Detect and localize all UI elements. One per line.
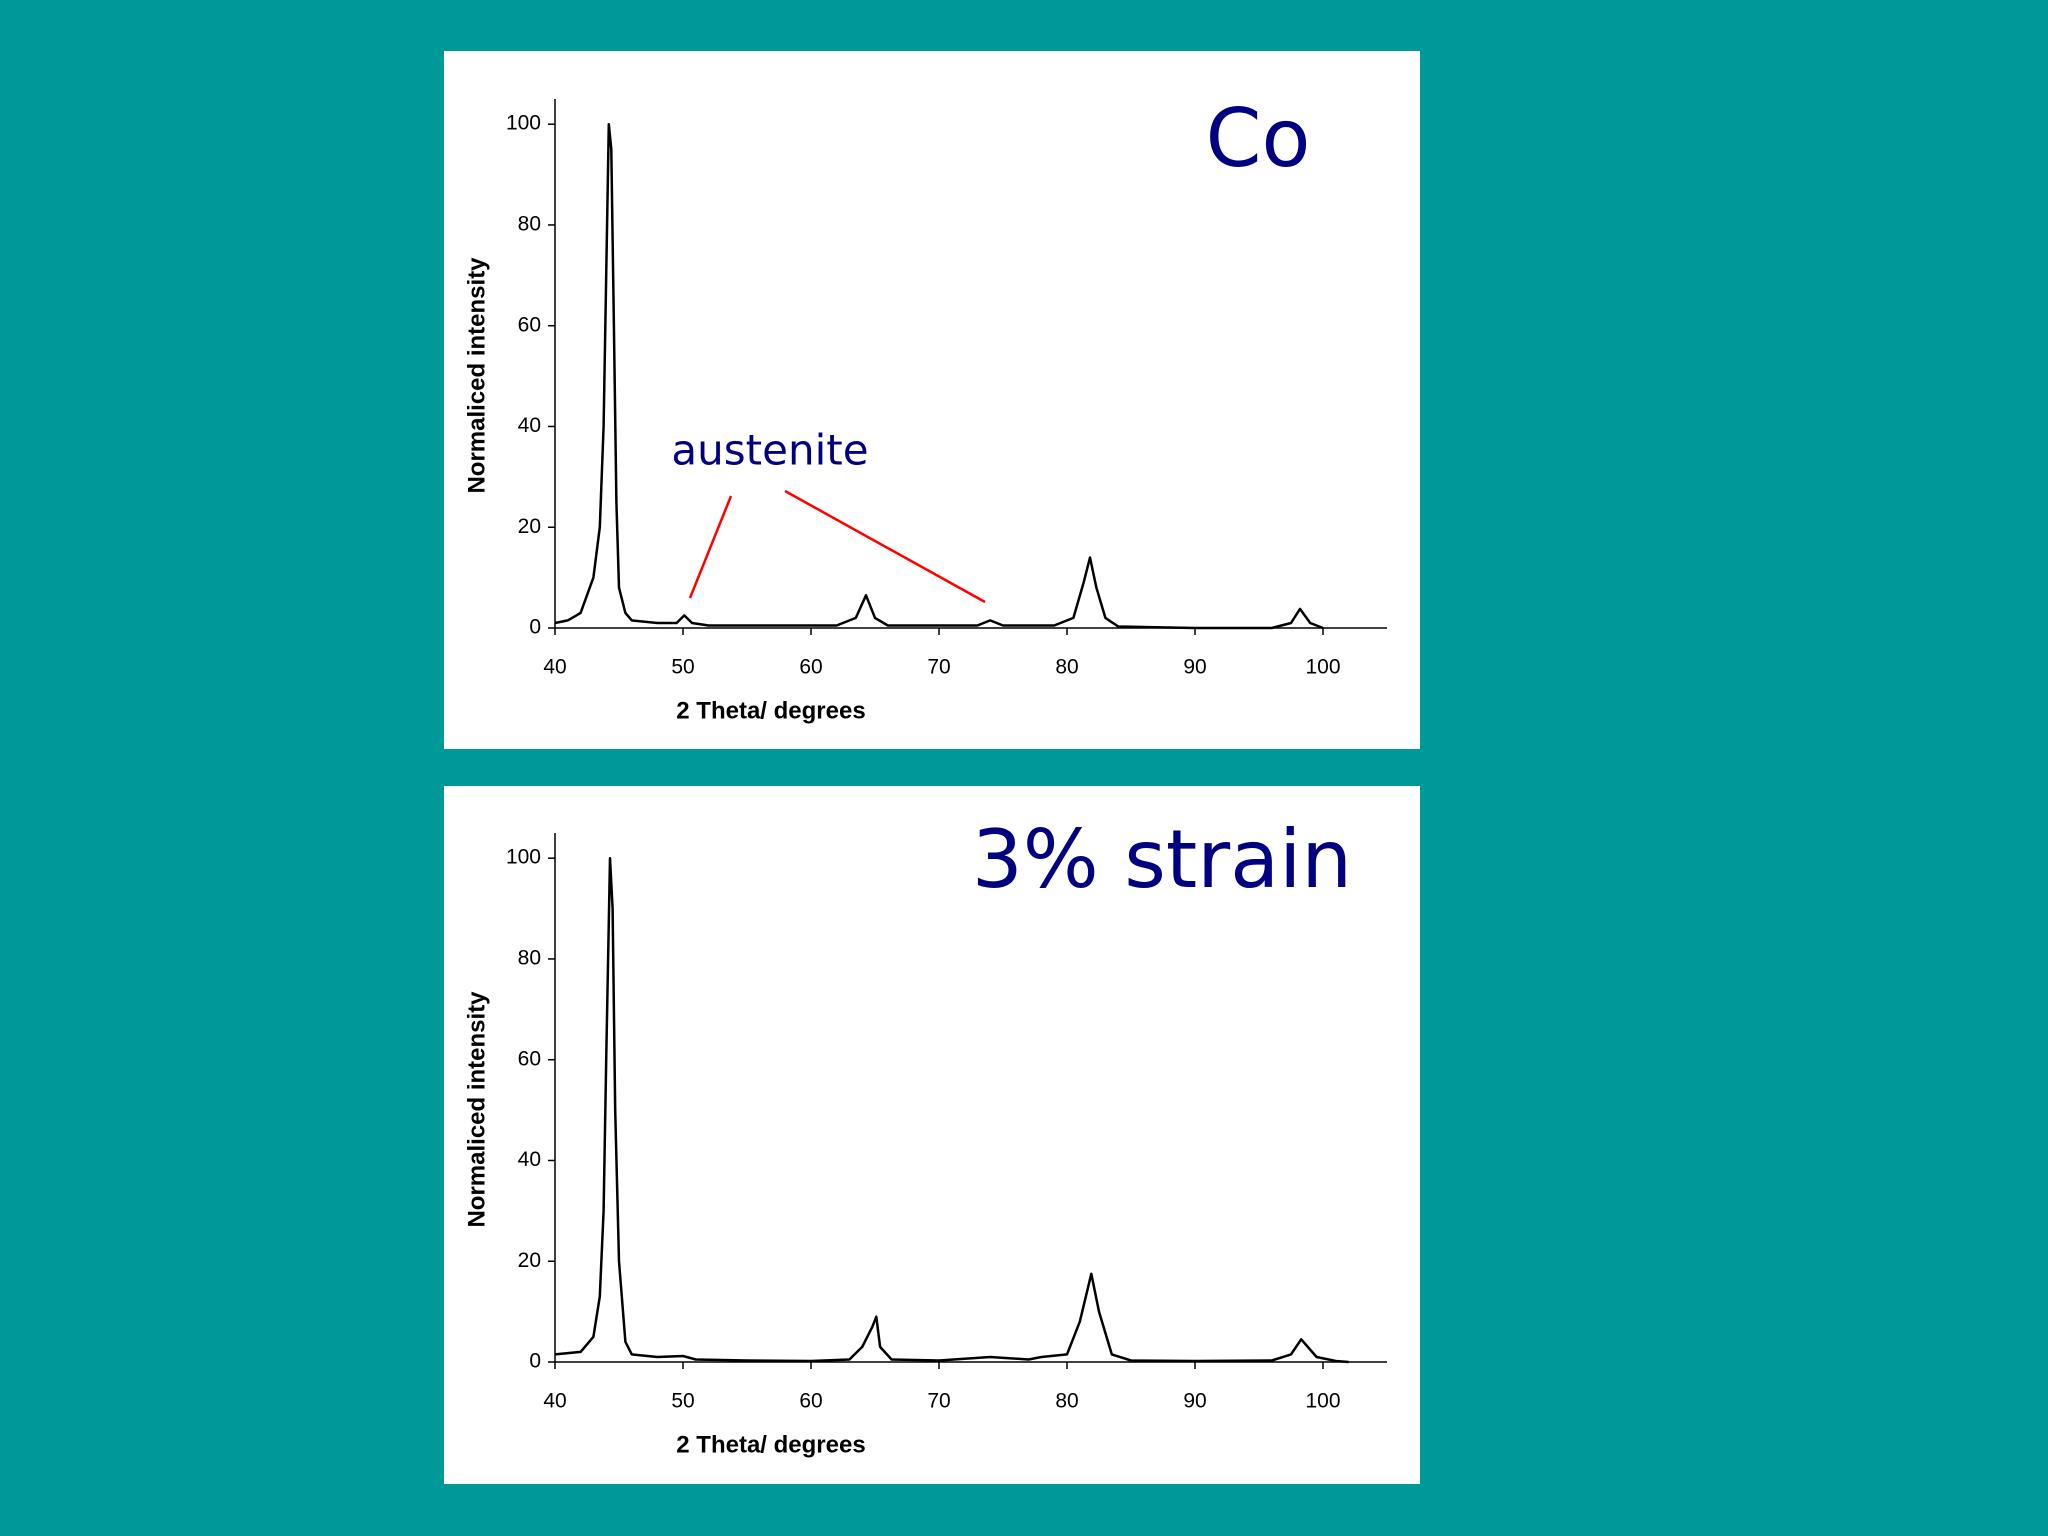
x-tick-label: 90 [1183,1390,1206,1413]
x-tick-label: 90 [1183,656,1206,679]
x-tick-label: 100 [1305,1390,1340,1413]
y-tick-label: 100 [506,846,541,869]
y-tick-label: 40 [518,414,541,437]
x-tick-label: 40 [543,656,566,679]
y-tick-label: 20 [518,1249,541,1272]
y-axis-label: Normaliced intensity [463,257,490,494]
pointer-line [688,495,733,599]
y-tick-label: 80 [518,946,541,969]
x-tick-label: 40 [543,1390,566,1413]
x-tick-label: 80 [1055,656,1078,679]
y-tick-label: 60 [518,313,541,336]
data-line [554,856,1349,1364]
y-axis-label: Normaliced intensity [463,991,490,1228]
x-tick-label: 60 [799,1390,822,1413]
y-tick-label: 0 [529,1350,541,1373]
y-tick-label: 0 [529,616,541,639]
annotation: austenite [671,426,868,475]
x-tick-label: 70 [927,656,950,679]
x-tick-label: 70 [927,1390,950,1413]
x-tick-label: 80 [1055,1390,1078,1413]
x-tick-label: 50 [671,1390,694,1413]
pointer-line [784,489,986,604]
chart-title: Co [1206,92,1311,185]
panel [444,51,1420,749]
y-tick-label: 40 [518,1148,541,1171]
x-axis-label: 2 Theta/ degrees [676,1431,865,1458]
chart-title: 3% strain [972,813,1352,906]
y-tick-label: 80 [518,212,541,235]
x-axis-label: 2 Theta/ degrees [676,697,865,724]
x-tick-label: 60 [799,656,822,679]
x-tick-label: 100 [1305,656,1340,679]
data-line [554,122,1324,630]
y-tick-label: 100 [506,112,541,135]
y-tick-label: 20 [518,515,541,538]
y-tick-label: 60 [518,1047,541,1070]
panel [444,786,1420,1484]
x-tick-label: 50 [671,656,694,679]
